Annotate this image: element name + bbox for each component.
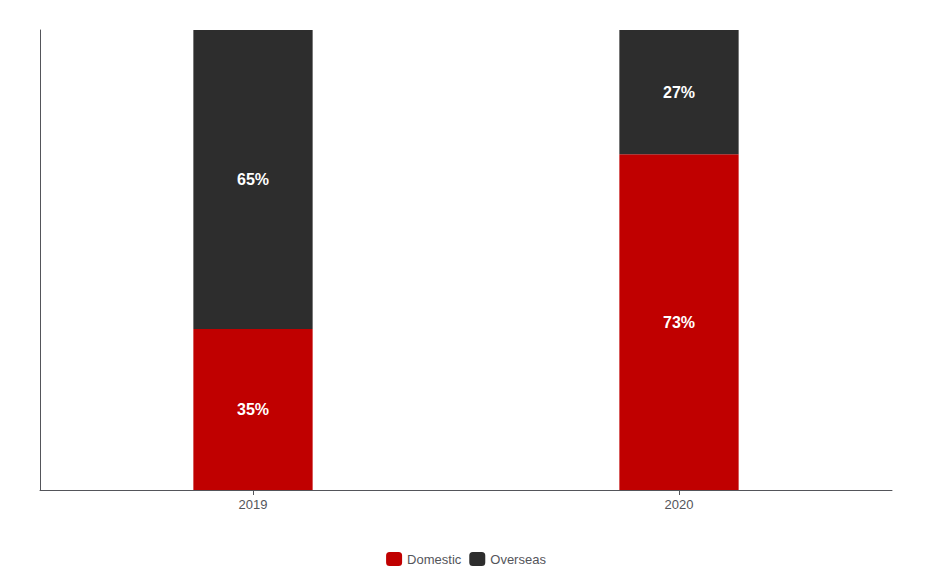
svg-text:73%: 73% [663, 314, 695, 331]
svg-text:2019: 2019 [239, 497, 268, 512]
svg-text:35%: 35% [237, 401, 269, 418]
svg-text:27%: 27% [663, 84, 695, 101]
svg-text:Overseas: Overseas [490, 552, 546, 567]
svg-text:Domestic: Domestic [407, 552, 462, 567]
svg-text:2020: 2020 [665, 497, 694, 512]
svg-text:65%: 65% [237, 171, 269, 188]
